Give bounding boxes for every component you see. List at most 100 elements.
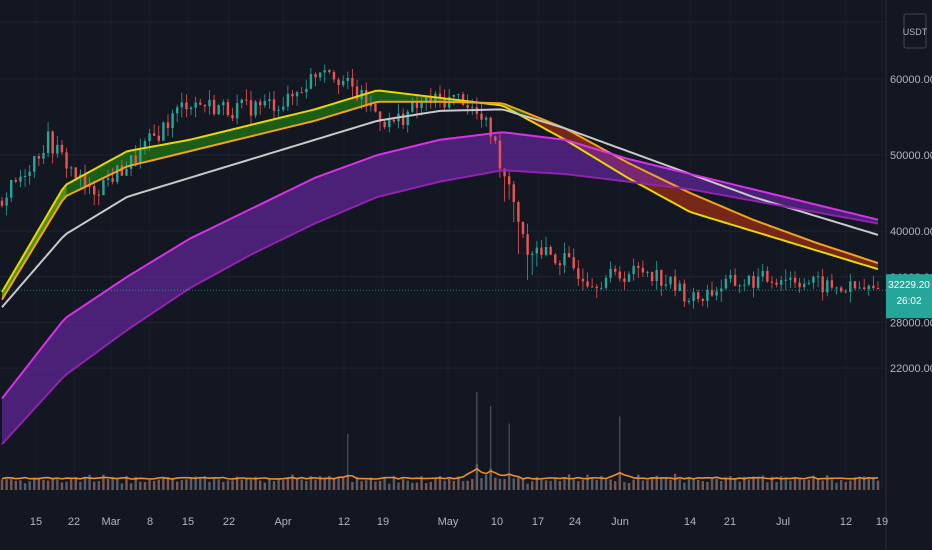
candle-body xyxy=(162,122,165,141)
date-tick-label: 14 xyxy=(684,516,696,528)
volume-bar xyxy=(378,480,382,490)
unit-selector[interactable]: USDT xyxy=(903,13,928,49)
candle-body xyxy=(738,285,741,287)
volume-bar xyxy=(424,483,428,490)
candle-body xyxy=(19,176,22,182)
date-axis[interactable]: 15 22 Mar 8 15 22 Apr 12 19 May 10 17 24 Jun 14 21 Jul 12… xyxy=(30,516,888,528)
volume-bar xyxy=(258,480,262,490)
candle-body xyxy=(152,133,156,136)
volume-bar xyxy=(23,483,27,490)
candle-body xyxy=(678,283,681,291)
volume-bar xyxy=(10,479,13,490)
volume-bar xyxy=(245,477,248,490)
volume-bar xyxy=(627,483,631,490)
volume-bar xyxy=(641,480,645,490)
volume-bar xyxy=(69,477,73,490)
price-tick-label: 60000.00 xyxy=(890,74,932,86)
candle-body xyxy=(853,281,857,289)
candle-body xyxy=(268,99,271,102)
candle-body xyxy=(554,254,557,264)
candle-body xyxy=(720,288,723,292)
volume-bar xyxy=(56,479,59,490)
volume-bar xyxy=(867,476,870,490)
date-tick-label: 19 xyxy=(876,516,888,528)
candle-body xyxy=(604,277,608,288)
candle-body xyxy=(332,72,336,80)
volume-bar xyxy=(189,478,193,490)
candle-body xyxy=(507,176,511,185)
grid-lines xyxy=(0,21,886,369)
volume-bar xyxy=(79,481,82,490)
candle-body xyxy=(116,165,119,182)
candle-body xyxy=(97,194,101,196)
candle-body xyxy=(249,100,253,116)
candle-body xyxy=(779,280,783,285)
candle-body xyxy=(60,144,64,153)
volume-bar xyxy=(673,473,677,490)
volume-bar xyxy=(526,483,529,490)
volume-bar xyxy=(595,479,598,490)
candle-body xyxy=(595,286,598,289)
candle-body xyxy=(33,156,36,172)
volume-bar xyxy=(28,481,31,490)
volume-bar xyxy=(5,479,8,490)
volume-bar xyxy=(263,482,266,490)
candle-body xyxy=(263,101,266,106)
candle-body xyxy=(664,284,668,286)
volume-bar xyxy=(461,481,465,490)
volume-bar xyxy=(503,478,506,490)
candle-body xyxy=(429,96,432,103)
volume-bar xyxy=(355,476,359,490)
candle-body xyxy=(623,278,626,282)
volume-bar xyxy=(632,479,635,490)
candle-body xyxy=(743,284,746,286)
unit-label: USDT xyxy=(903,27,928,37)
candle-body xyxy=(876,288,880,290)
volume-bar xyxy=(143,481,147,490)
volume-bar xyxy=(37,477,41,490)
volume-bar xyxy=(51,477,54,490)
candle-body xyxy=(318,72,322,78)
slow-band-purple xyxy=(2,132,878,445)
date-tick-label: May xyxy=(438,516,459,528)
volume-bar xyxy=(46,480,50,490)
candle-body xyxy=(406,111,409,126)
candle-body xyxy=(614,268,617,272)
volume-bar xyxy=(835,482,838,490)
candlesticks xyxy=(0,64,880,309)
volume-bar xyxy=(876,480,880,490)
candle-body xyxy=(5,197,8,206)
volume-bar xyxy=(498,478,502,490)
candle-body xyxy=(14,179,18,182)
volume-bar xyxy=(199,477,202,490)
candle-body xyxy=(254,101,257,116)
volume-bar xyxy=(664,477,668,490)
candle-body xyxy=(590,286,594,288)
volume-bar xyxy=(853,477,857,490)
candle-body xyxy=(572,257,575,269)
volume-bar xyxy=(798,477,801,490)
volume-bar xyxy=(129,483,133,490)
candle-body xyxy=(789,277,792,280)
volume-bar xyxy=(341,477,345,490)
volume-bar xyxy=(309,476,313,490)
candle-body xyxy=(420,102,423,109)
candle-body xyxy=(471,107,474,109)
volume-bar xyxy=(614,481,617,490)
candle-body xyxy=(23,175,27,177)
volume-bar xyxy=(106,478,110,490)
candle-body xyxy=(844,291,847,293)
volume-bar xyxy=(558,480,562,490)
candle-body xyxy=(563,253,566,266)
volume-bar xyxy=(383,478,386,490)
ma-bands xyxy=(2,90,878,445)
date-tick-label: Jul xyxy=(776,516,790,528)
candle-body xyxy=(512,184,515,203)
candle-body xyxy=(365,90,368,107)
candle-body xyxy=(775,282,778,285)
date-tick-label: 15 xyxy=(182,516,194,528)
candle-body xyxy=(839,287,843,292)
candle-body xyxy=(286,93,290,107)
volume-bar xyxy=(849,480,852,490)
